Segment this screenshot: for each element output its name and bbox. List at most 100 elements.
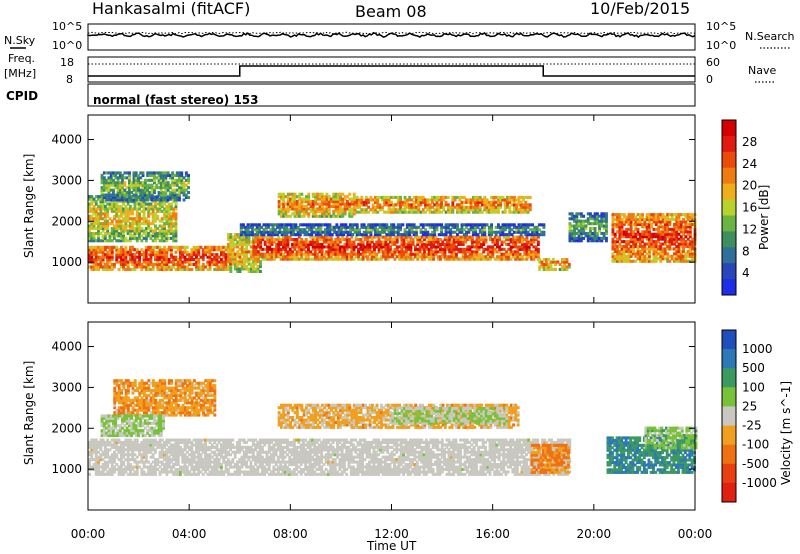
data-cell <box>178 178 181 182</box>
data-cell <box>429 252 433 256</box>
data-cell <box>426 233 430 237</box>
data-cell <box>284 214 288 218</box>
data-cell <box>332 204 336 208</box>
data-cell <box>229 250 233 254</box>
data-cell <box>330 197 333 201</box>
data-cell <box>126 265 130 269</box>
data-cell <box>151 470 155 474</box>
data-cell <box>171 183 175 187</box>
data-cell <box>411 252 415 256</box>
data-cell <box>448 250 452 254</box>
data-cell <box>313 238 317 242</box>
data-cell <box>616 249 619 253</box>
data-cell <box>117 217 121 221</box>
data-cell <box>284 242 288 246</box>
data-cell <box>165 248 169 252</box>
data-cell <box>144 258 148 262</box>
data-cell <box>417 205 421 209</box>
data-cell <box>272 240 276 244</box>
data-cell <box>135 448 139 452</box>
data-cell <box>390 195 393 199</box>
data-cell <box>291 257 294 261</box>
data-cell <box>605 214 608 218</box>
data-cell <box>147 465 151 469</box>
data-cell <box>679 213 683 217</box>
data-cell <box>532 250 536 254</box>
data-cell <box>582 229 586 233</box>
data-cell <box>411 242 415 246</box>
noise-right-tick-top: 10^5 <box>706 20 736 33</box>
data-cell <box>668 242 672 246</box>
data-cell <box>97 229 100 233</box>
data-cell <box>151 239 155 243</box>
data-cell <box>579 214 583 218</box>
data-cell <box>605 219 608 223</box>
data-cell <box>443 247 447 251</box>
data-cell <box>434 235 438 239</box>
data-cell <box>106 443 110 447</box>
data-cell <box>97 267 100 271</box>
data-cell <box>407 242 411 246</box>
data-cell <box>440 205 443 209</box>
data-cell <box>217 267 221 271</box>
data-cell <box>663 232 667 236</box>
data-cell <box>474 203 478 207</box>
data-cell <box>605 222 608 226</box>
data-cell <box>353 195 357 199</box>
data-cell <box>329 242 333 246</box>
data-cell <box>598 219 601 223</box>
data-cell <box>629 227 633 231</box>
data-cell <box>141 181 145 185</box>
data-cell <box>129 212 132 216</box>
data-cell <box>654 240 658 244</box>
data-cell <box>126 463 130 467</box>
data-cell <box>443 250 447 254</box>
data-cell <box>458 230 462 234</box>
data-cell <box>94 209 98 213</box>
data-cell <box>140 239 144 243</box>
data-cell <box>641 213 644 217</box>
data-cell <box>171 176 175 180</box>
data-cell <box>101 224 105 228</box>
data-cell <box>244 230 248 234</box>
data-cell <box>483 198 487 202</box>
data-cell <box>162 186 165 190</box>
data-cell <box>632 232 635 236</box>
data-cell <box>470 240 474 244</box>
data-cell <box>410 223 414 227</box>
nave-tick-bottom: 0 <box>706 73 713 86</box>
data-cell <box>352 240 356 244</box>
data-cell <box>121 173 124 177</box>
data-cell <box>593 239 597 243</box>
data-cell <box>367 228 371 232</box>
data-cell <box>103 467 107 471</box>
data-cell <box>593 234 597 238</box>
data-cell <box>187 178 190 182</box>
data-cell <box>643 225 647 229</box>
data-cell <box>521 245 524 249</box>
colorbar-tick-label: 20 <box>742 179 757 193</box>
data-cell <box>245 247 249 251</box>
data-cell <box>284 238 288 242</box>
data-cell <box>330 214 333 218</box>
data-cell <box>119 455 123 459</box>
data-cell <box>579 239 583 243</box>
data-cell <box>252 252 256 256</box>
data-cell <box>512 205 516 209</box>
data-cell <box>379 255 383 259</box>
data-cell <box>305 223 309 227</box>
data-cell <box>659 259 663 263</box>
data-cell <box>116 181 120 185</box>
data-cell <box>645 222 649 226</box>
data-cell <box>151 209 155 213</box>
data-cell <box>286 214 290 218</box>
data-cell <box>407 257 411 261</box>
data-cell <box>157 171 161 175</box>
data-cell <box>159 191 163 195</box>
data-cell <box>217 255 221 259</box>
data-cell <box>439 255 442 259</box>
data-cell <box>359 257 363 261</box>
data-cell <box>90 202 94 206</box>
data-cell <box>239 225 243 229</box>
data-cell <box>131 234 135 238</box>
